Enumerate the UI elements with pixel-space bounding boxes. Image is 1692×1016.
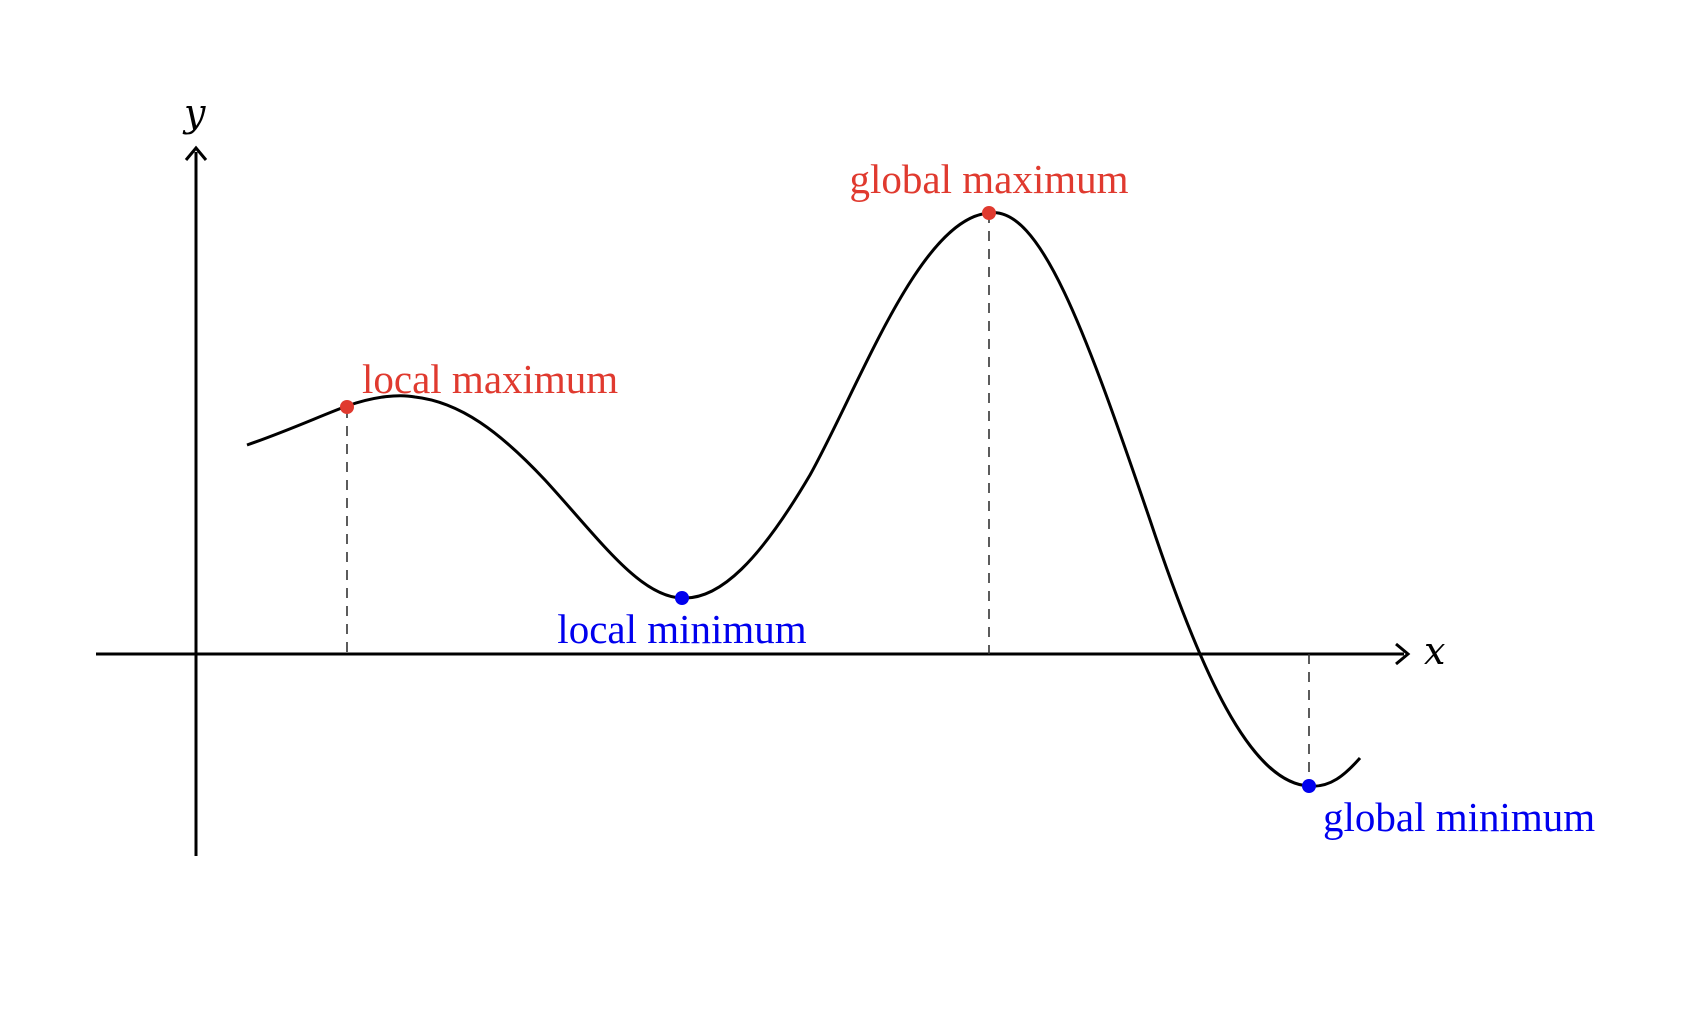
- global-max-dot: [982, 206, 996, 220]
- x-axis-arrowhead: [1395, 642, 1411, 666]
- axes: x y: [96, 91, 1445, 856]
- local-max-dot: [340, 400, 354, 414]
- local-min-dot: [675, 591, 689, 605]
- function-curve: [246, 211, 1362, 788]
- y-axis-label: y: [182, 91, 206, 135]
- local-min-label: local minimum: [557, 606, 806, 652]
- global-min-label: global minimum: [1323, 794, 1595, 840]
- x-axis-label: x: [1424, 629, 1445, 673]
- extrema-labels: local maximum local minimum global maxim…: [362, 156, 1595, 840]
- guides: [346, 213, 1310, 786]
- global-max-label: global maximum: [850, 156, 1129, 202]
- local-max-label: local maximum: [362, 356, 618, 402]
- y-axis-arrowhead: [184, 145, 208, 161]
- global-min-dot: [1302, 779, 1316, 793]
- extrema-markers: [340, 206, 1316, 793]
